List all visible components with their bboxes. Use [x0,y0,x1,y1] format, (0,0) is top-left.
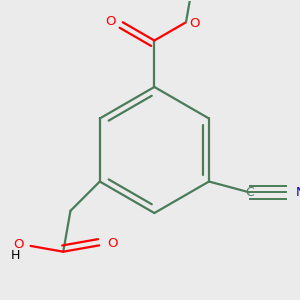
Text: H: H [11,249,20,262]
Text: O: O [189,17,200,30]
Text: O: O [107,237,118,250]
Text: N: N [296,186,300,199]
Text: O: O [14,238,24,251]
Text: O: O [106,15,116,28]
Text: C: C [245,186,254,199]
